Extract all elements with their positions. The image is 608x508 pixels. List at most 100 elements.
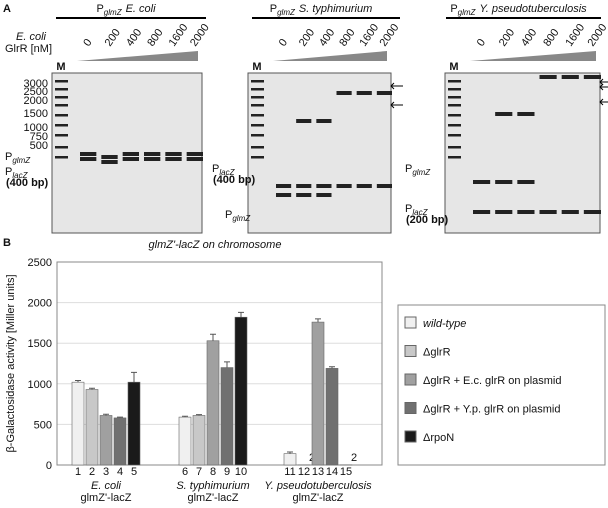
y-tick-label: 0	[46, 460, 52, 472]
band	[517, 180, 535, 184]
ladder-band	[251, 80, 264, 83]
promoter: P	[405, 163, 412, 175]
arrow	[599, 98, 608, 106]
error-bar	[103, 413, 109, 416]
band	[276, 193, 292, 197]
bar	[283, 453, 297, 466]
band	[539, 75, 557, 79]
band	[165, 152, 182, 156]
x-tick-label: 8	[210, 466, 216, 478]
marker-lane: M	[252, 61, 261, 73]
band	[165, 157, 182, 161]
ladder-band	[251, 146, 264, 149]
band	[583, 75, 601, 79]
concentration: 400	[519, 27, 539, 49]
size-label: 750	[30, 131, 48, 143]
band-label: PglmZ	[405, 163, 431, 177]
size-label: 2500	[24, 86, 48, 98]
size-label: 2000	[24, 95, 48, 107]
error-bar	[131, 371, 137, 383]
x-tick-label: 5	[131, 466, 137, 478]
x-tick-label: 14	[326, 466, 338, 478]
band	[495, 112, 513, 116]
legend-label: ΔrpoN	[423, 432, 454, 444]
error-bar	[182, 415, 188, 418]
legend-label: ΔglrR	[423, 347, 451, 359]
ladder-band	[55, 146, 68, 149]
band-label: PlacZ	[405, 203, 429, 217]
glrr-label: GlrR [nM]	[5, 43, 52, 55]
ladder-band	[55, 124, 68, 127]
bar	[127, 381, 141, 466]
legend-swatch	[404, 402, 417, 414]
y-tick-label: 1500	[28, 338, 52, 350]
group-label: E. coli	[91, 480, 122, 492]
concentration: 200	[297, 27, 317, 49]
y-tick-label: 2500	[28, 257, 52, 269]
bar	[311, 321, 325, 466]
x-tick-label: 10	[235, 466, 247, 478]
ladder-band	[55, 114, 68, 117]
error-bar	[89, 387, 95, 390]
legend-swatch	[404, 373, 417, 386]
concentration: 800	[541, 27, 561, 49]
band	[473, 180, 491, 184]
concentration: 800	[337, 27, 357, 49]
band	[186, 152, 203, 156]
error-bar	[287, 451, 293, 454]
band	[80, 152, 97, 156]
band	[495, 210, 513, 214]
ladder-band	[251, 156, 264, 159]
organism: Y. pseudotuberculosis	[479, 3, 587, 15]
promoter: P	[5, 151, 12, 163]
subscript: lacZ	[219, 168, 235, 177]
band	[296, 119, 312, 123]
band	[316, 184, 332, 188]
subscript: glmZ	[412, 168, 431, 177]
ladder-band	[448, 96, 461, 99]
band	[316, 193, 332, 197]
band-label: PglmZ	[5, 151, 31, 165]
promoter: P	[5, 166, 12, 178]
band-label: PlacZ	[212, 163, 236, 177]
error-bar	[196, 414, 202, 416]
x-tick-label: 13	[312, 466, 324, 478]
band-size: (200 bp)	[406, 214, 449, 226]
size-label: 500	[30, 140, 48, 152]
ladder-band	[251, 134, 264, 137]
panel-label: B	[3, 237, 11, 249]
x-tick-label: 1	[75, 466, 81, 478]
x-tick-label: 2	[89, 466, 95, 478]
ladder-band	[448, 124, 461, 127]
ladder-band	[55, 104, 68, 107]
band-size: (400 bp)	[6, 177, 49, 189]
bar	[206, 340, 220, 466]
band	[356, 91, 372, 95]
group-label: S. typhimurium	[176, 480, 249, 492]
band	[276, 184, 292, 188]
marker-lane: M	[449, 61, 458, 73]
bar	[178, 416, 192, 466]
arrow	[599, 78, 608, 86]
organism: S. typhimurium	[299, 3, 372, 15]
y-tick-label: 1000	[28, 379, 52, 391]
legend	[397, 304, 606, 466]
legend-label: wild-type	[423, 318, 466, 330]
ladder-band	[448, 88, 461, 91]
x-tick-label: 15	[340, 466, 352, 478]
ladder-band	[55, 156, 68, 159]
ladder-band	[448, 80, 461, 83]
band-label: PglmZ	[225, 209, 251, 223]
group-label: Y. pseudotuberculosis	[264, 480, 372, 492]
promoter: P	[212, 163, 219, 175]
band	[517, 210, 535, 214]
ladder-band	[251, 88, 264, 91]
y-axis-label: β-Galactosidase activity [Miller units]	[5, 274, 17, 452]
subscript: glmZ	[12, 156, 31, 165]
band	[583, 210, 601, 214]
subscript: glmZ	[232, 214, 251, 223]
ladder-band	[448, 134, 461, 137]
concentration: 2000	[188, 22, 212, 49]
band	[186, 157, 203, 161]
